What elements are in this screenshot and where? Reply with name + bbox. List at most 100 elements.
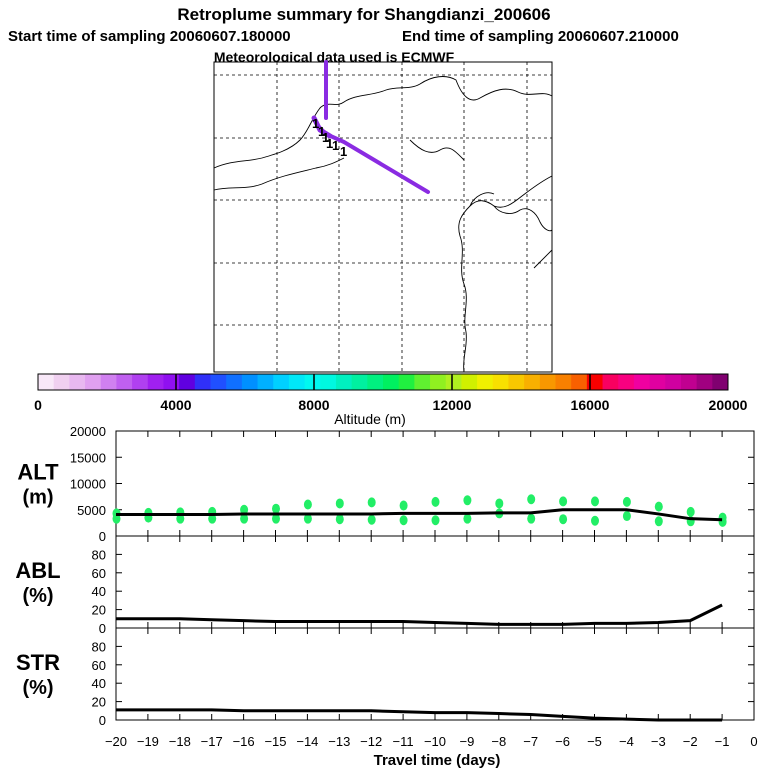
plume-point	[463, 495, 472, 506]
panel-yunit: (m)	[22, 487, 53, 509]
x-tick-label: −19	[137, 734, 159, 749]
colorbar-swatch	[586, 374, 604, 390]
colorbar-swatch	[571, 374, 588, 390]
end-time-label: End time of sampling 20060607.210000	[402, 28, 679, 45]
colorbar-swatch	[461, 374, 478, 390]
colorbar-swatch	[257, 374, 274, 390]
colorbar-swatch	[539, 374, 556, 390]
x-tick-label: −10	[424, 734, 446, 749]
plume-point	[431, 496, 440, 507]
colorbar-swatch	[477, 374, 494, 390]
colorbar-swatch	[179, 374, 196, 390]
altitude-colorbar: 0 4000 8000 12000 16000 20000 Altitude (m)	[34, 373, 748, 427]
plume-point	[654, 501, 663, 512]
x-tick-label: 0	[750, 734, 757, 749]
colorbar-swatch	[680, 374, 698, 390]
colorbar-swatch	[602, 374, 619, 390]
colorbar-tick-label: 16000	[571, 397, 610, 413]
y-tick-label: 20	[92, 603, 106, 618]
plume-point	[399, 515, 408, 526]
colorbar-ticks: 0 4000 8000 12000 16000 20000	[34, 374, 748, 413]
x-tick-label: −9	[459, 734, 474, 749]
x-tick-label: −5	[587, 734, 602, 749]
x-tick-label: −1	[715, 734, 730, 749]
y-tick-label: 80	[92, 639, 106, 654]
x-tick-label: −12	[360, 734, 382, 749]
map-panel: 1 1 1 1 1 1	[213, 60, 553, 373]
colorbar-swatch	[288, 374, 306, 390]
y-tick-label: 60	[92, 566, 106, 581]
panel-yunit: (%)	[22, 677, 53, 699]
colorbar-swatch	[367, 374, 384, 390]
panel-alt: 0 5000 10000 15000 20000 ALT(m)	[17, 424, 755, 544]
plume-point	[272, 503, 280, 514]
y-tick-label: 20	[92, 695, 106, 710]
colorbar-swatch	[649, 374, 666, 390]
plume-point	[367, 497, 376, 508]
time-series-panels: 05000100001500020000ALT(m)020406080ABL(%…	[15, 424, 755, 728]
plume-point	[686, 506, 695, 517]
x-tick-label: −17	[201, 734, 223, 749]
y-tick-label: 0	[99, 621, 106, 636]
colorbar-swatch	[430, 374, 447, 390]
colorbar-tick-label: 20000	[709, 397, 748, 413]
plume-point	[240, 513, 249, 524]
plume-point	[431, 515, 440, 526]
colorbar-swatch	[226, 374, 243, 390]
colorbar-swatch	[85, 374, 102, 390]
colorbar-swatch	[53, 374, 70, 390]
colorbar-tick-label: 12000	[433, 397, 472, 413]
svg-text:1: 1	[340, 144, 347, 159]
svg-text:1: 1	[326, 136, 333, 151]
plume-point	[303, 513, 312, 524]
colorbar-label: Altitude (m)	[334, 411, 406, 427]
colorbar-swatch	[304, 374, 321, 390]
colorbar-swatch	[445, 374, 462, 390]
y-tick-label: 15000	[70, 450, 106, 465]
plume-point	[622, 511, 631, 522]
map-coastlines	[213, 76, 553, 373]
colorbar-swatch	[132, 374, 149, 390]
panel-frame	[115, 535, 755, 629]
y-tick-label: 40	[92, 584, 106, 599]
x-tick-label: −18	[169, 734, 191, 749]
plume-point	[559, 496, 568, 507]
colorbar-swatch	[414, 374, 431, 390]
trajectory-path	[311, 60, 430, 194]
panel-str: 0 20 40 60 80 STR(%)	[16, 627, 755, 728]
y-tick-label: 60	[92, 658, 106, 673]
y-tick-label: 0	[99, 529, 106, 544]
colorbar-tick-label: 4000	[160, 397, 191, 413]
x-tick-label: −16	[233, 734, 255, 749]
figure-title: Retroplume summary for Shangdianzi_20060…	[177, 5, 550, 24]
x-tick-label: −8	[491, 734, 506, 749]
x-tick-label: −15	[264, 734, 286, 749]
x-tick-label: −2	[683, 734, 698, 749]
panel-frame	[115, 627, 755, 721]
start-time-label: Start time of sampling 20060607.180000	[8, 28, 291, 45]
y-tick-label: 20000	[70, 424, 106, 439]
panel-abl: 0 20 40 60 80 ABL(%)	[15, 535, 755, 636]
x-tick-label: −13	[328, 734, 350, 749]
colorbar-swatch	[398, 374, 415, 390]
colorbar-swatch	[100, 374, 117, 390]
trajectory-cluster-markers: 1 1 1 1 1 1	[312, 116, 347, 159]
map-gridlines	[214, 62, 552, 372]
svg-text:1: 1	[318, 124, 325, 139]
x-axis: −20 −19 −18 −17 −16 −15 −14 −13 −12 −11 −10 −9 −8 −7−…	[105, 734, 758, 749]
plume-point	[303, 499, 312, 510]
plume-point	[654, 516, 663, 527]
colorbar-swatch	[351, 374, 368, 390]
series-line	[116, 708, 723, 722]
x-tick-label: −3	[651, 734, 666, 749]
x-axis-title: Travel time (days)	[374, 752, 501, 768]
x-tick-label: −20	[105, 734, 127, 749]
plume-point	[367, 514, 376, 525]
colorbar-swatch	[492, 374, 509, 390]
y-tick-label: 0	[99, 713, 106, 728]
map-frame	[213, 61, 553, 373]
colorbar-swatch	[69, 374, 86, 390]
plume-point	[527, 513, 536, 524]
x-tick-label: −4	[619, 734, 634, 749]
